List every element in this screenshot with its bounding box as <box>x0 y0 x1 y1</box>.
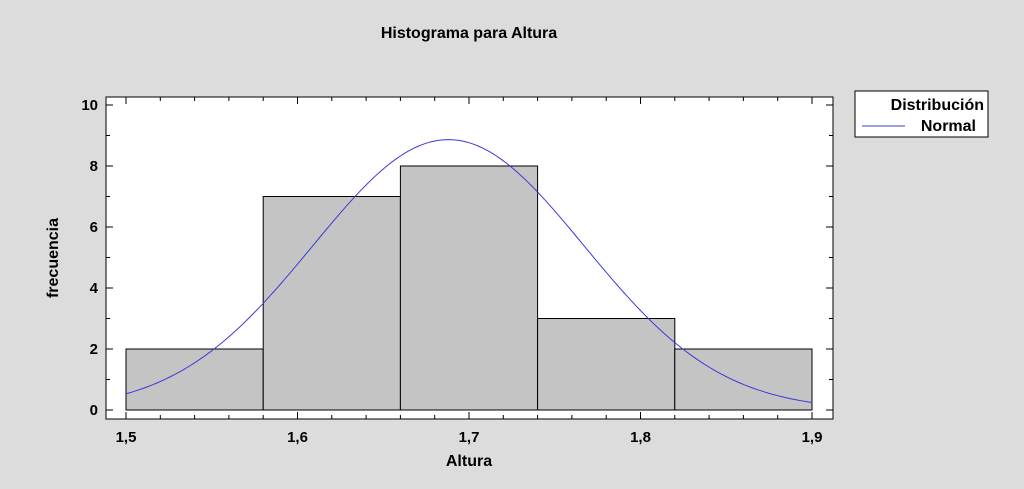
legend-normal-label: Normal <box>921 118 976 135</box>
chart-title: Histograma para Altura <box>381 25 557 42</box>
histogram-bars <box>125 165 813 411</box>
x-tick-label: 1,6 <box>287 429 308 446</box>
histogram-bar-5 <box>674 348 813 411</box>
x-tick-label: 1,9 <box>802 429 823 446</box>
x-tick-label: 1,7 <box>459 429 480 446</box>
y-tick-label: 2 <box>90 341 98 358</box>
y-tick-label: 6 <box>90 219 98 236</box>
y-tick-label: 10 <box>81 97 98 114</box>
histogram-bar-3 <box>399 165 539 411</box>
normal-curve <box>125 139 813 403</box>
y-axis-title: frecuencia <box>45 218 62 298</box>
legend: Distribución Normal <box>854 90 989 138</box>
legend-box <box>854 90 989 138</box>
x-tick-label: 1,8 <box>630 429 651 446</box>
histogram-bar-1 <box>125 348 264 411</box>
y-tick-label: 4 <box>90 280 99 297</box>
y-tick-label: 8 <box>90 158 98 175</box>
x-tick-label: 1,5 <box>116 429 137 446</box>
x-axis-title: Altura <box>446 453 492 470</box>
legend-title: Distribución <box>891 97 984 114</box>
axes: 0 2 4 6 8 10 1,5 1,6 1,7 1,8 1,9 <box>81 97 833 446</box>
y-tick-label: 0 <box>90 402 98 419</box>
histogram-bar-4 <box>537 318 676 411</box>
histogram-bar-2 <box>262 196 401 411</box>
